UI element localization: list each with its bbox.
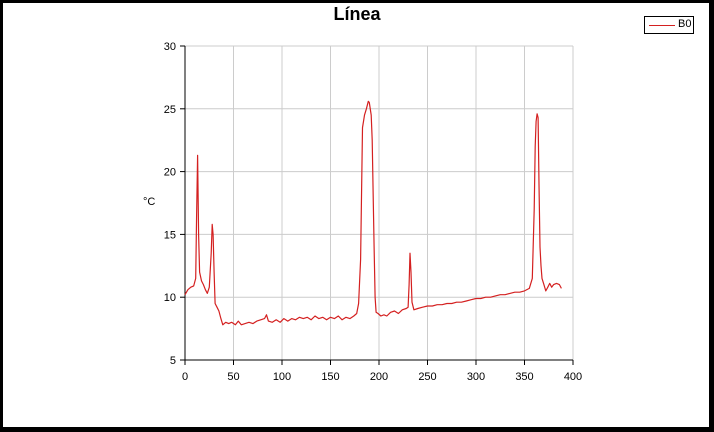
y-axis-label: °C — [143, 196, 155, 208]
x-tick-label: 400 — [564, 371, 582, 383]
x-tick-label: 50 — [227, 371, 239, 383]
y-tick-label: 5 — [170, 355, 176, 367]
y-tick-label: 30 — [164, 41, 176, 53]
y-tick-label: 10 — [164, 292, 176, 304]
series-line-b0 — [184, 100, 562, 326]
x-tick-label: 0 — [182, 371, 188, 383]
legend: B0 — [644, 16, 694, 34]
x-tick-label: 100 — [273, 371, 291, 383]
x-tick-label: 300 — [467, 371, 485, 383]
x-tick-label: 150 — [321, 371, 339, 383]
x-tick-label: 250 — [418, 371, 436, 383]
y-axis-ticks: 5 10 15 20 25 30 — [164, 41, 185, 367]
legend-swatch-b0 — [649, 25, 675, 26]
chart-title: Línea — [333, 4, 381, 24]
y-tick-label: 25 — [164, 104, 176, 116]
series-group — [184, 100, 562, 326]
y-tick-label: 15 — [164, 229, 176, 241]
x-axis-ticks: 0 50 100 150 200 250 300 350 400 — [182, 360, 582, 383]
y-tick-label: 20 — [164, 167, 176, 179]
x-tick-label: 200 — [370, 371, 388, 383]
grid-lines — [185, 45, 574, 360]
x-tick-label: 350 — [515, 371, 533, 383]
legend-label-b0: B0 — [678, 18, 692, 30]
